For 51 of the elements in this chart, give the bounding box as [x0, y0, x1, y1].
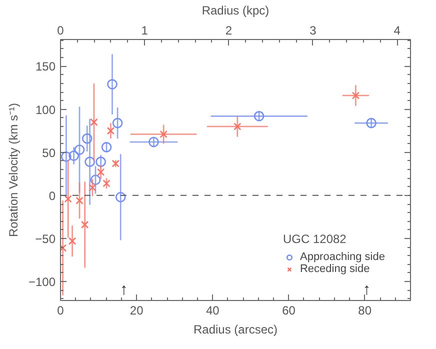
point [352, 92, 360, 100]
point [61, 152, 72, 162]
point [68, 150, 79, 161]
point [90, 118, 98, 126]
x-tick-label: 80 [358, 304, 372, 318]
point [68, 237, 76, 245]
x2-tick-label: 3 [310, 24, 317, 38]
point [366, 118, 376, 128]
y-tick-label: 100 [35, 102, 56, 117]
point [102, 180, 110, 188]
legend-label: Receding side [300, 263, 370, 275]
point [76, 196, 84, 204]
point [90, 174, 101, 186]
x-tick-label: 20 [130, 304, 144, 318]
x-tick-label: 60 [282, 304, 296, 318]
x2-axis-title: Radius (kpc) [202, 4, 270, 18]
point [84, 156, 95, 167]
x2-tick-label: 4 [394, 24, 401, 38]
point [88, 184, 96, 192]
point [81, 220, 89, 229]
point [60, 244, 67, 252]
point [148, 136, 159, 148]
point [160, 130, 168, 138]
point [254, 111, 264, 122]
x2-tick-label: 1 [141, 24, 148, 38]
y-axis-title: Rotation Velocity (km s⁻¹) [6, 102, 20, 238]
y-tick-label: −50 [35, 232, 56, 246]
point [115, 192, 126, 202]
point [106, 126, 115, 135]
x2-tick-label: 2 [225, 24, 232, 38]
y-tick-label: 50 [42, 146, 56, 160]
point [96, 168, 105, 176]
x-tick-label: 40 [206, 304, 220, 318]
point [74, 144, 85, 155]
x2-tick-label: 0 [57, 24, 64, 38]
x-axis-title: Radius (arcsec) [193, 322, 278, 336]
point [107, 79, 118, 90]
point [96, 156, 106, 167]
point [112, 160, 120, 168]
y-tick-label: 0 [48, 188, 56, 203]
point [234, 122, 242, 130]
legend-title: UGC 12082 [282, 232, 348, 246]
x-tick-label: 0 [57, 304, 64, 318]
y-tick-label: 150 [35, 60, 56, 74]
point [82, 133, 92, 144]
point [112, 118, 123, 128]
y-tick-label: −100 [28, 275, 56, 290]
point [101, 142, 112, 152]
annotation: ↑ [120, 282, 128, 298]
annotation: ↑ [362, 282, 371, 298]
legend-label: Approaching side [300, 251, 385, 263]
